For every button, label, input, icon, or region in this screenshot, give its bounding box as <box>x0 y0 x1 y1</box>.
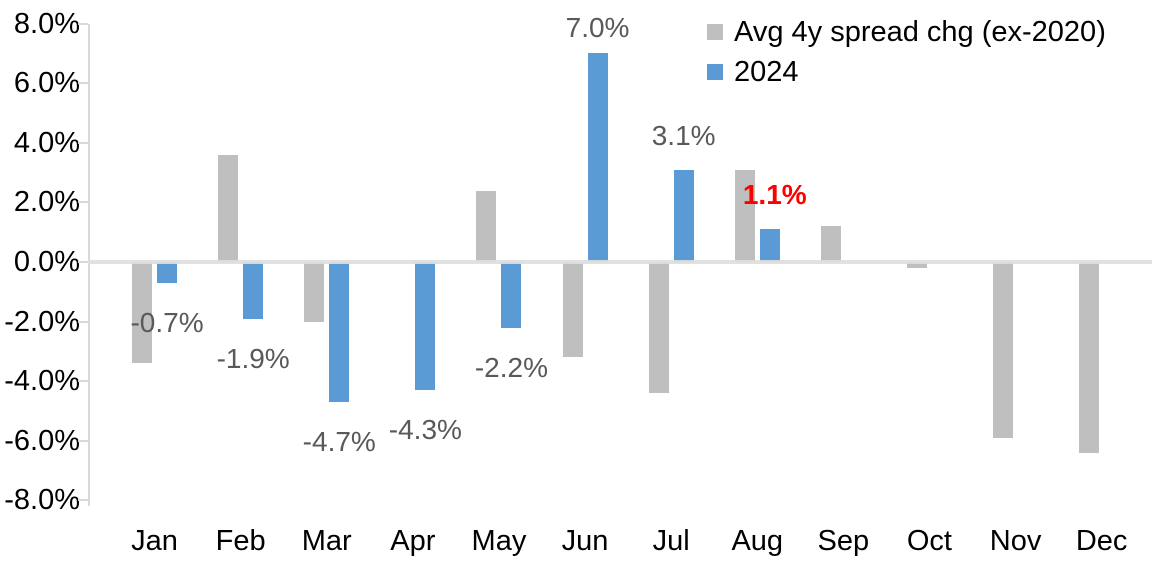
data-label-mar: -4.7% <box>302 426 376 457</box>
bar-avg-may <box>476 190 497 262</box>
bar-avg-feb <box>218 154 239 262</box>
data-label-aug: 1.1% <box>742 179 807 211</box>
x-axis-label-oct: Oct <box>906 525 952 557</box>
data-label-jun: 7.0% <box>565 12 630 43</box>
y-axis-tick-mark <box>78 439 88 442</box>
bar-avg-sep <box>820 226 841 262</box>
bar-avg-jan <box>132 262 153 364</box>
x-axis-label-nov: Nov <box>989 525 1042 557</box>
y-axis-tick-label: 8.0% <box>13 7 80 40</box>
bar-2024-may <box>501 262 522 328</box>
bar-2024-jan <box>157 262 178 283</box>
x-axis-label-apr: Apr <box>390 525 436 557</box>
bar-avg-dec <box>1079 262 1100 453</box>
legend-item-2024: 2024 <box>707 52 1106 92</box>
x-axis-label-jan: Jan <box>131 525 178 557</box>
bar-2024-jun <box>587 53 608 262</box>
bar-avg-jun <box>562 262 583 358</box>
x-axis-label-may: May <box>471 525 527 557</box>
x-axis-label-dec: Dec <box>1075 525 1128 557</box>
y-axis-tick-label: 4.0% <box>13 126 80 159</box>
data-label-jan: -0.7% <box>130 306 204 338</box>
y-axis-tick-mark <box>78 380 88 383</box>
bar-avg-mar <box>304 262 325 322</box>
y-axis-tick-label: 6.0% <box>13 67 80 100</box>
legend: Avg 4y spread chg (ex-2020) 2024 <box>707 12 1106 92</box>
y-axis-tick-label: 0.0% <box>13 246 80 278</box>
data-label-may: -2.2% <box>474 351 549 383</box>
bar-avg-aug <box>734 169 755 262</box>
y-axis-tick-mark <box>78 320 88 323</box>
bar-2024-mar <box>329 262 350 402</box>
x-axis-label-jun: Jun <box>561 525 609 557</box>
legend-swatch-2024-icon <box>707 64 723 80</box>
bar-avg-nov <box>993 262 1014 438</box>
y-axis-tick-mark <box>78 82 88 85</box>
bar-2024-feb <box>243 262 264 319</box>
data-label-jul: 3.1% <box>651 119 716 151</box>
data-label-apr: -4.3% <box>388 414 462 446</box>
y-axis-spine <box>88 23 90 507</box>
x-axis-label-jul: Jul <box>652 525 690 557</box>
y-axis-tick-label: -2.0% <box>4 305 80 338</box>
bar-2024-jul <box>673 169 694 262</box>
y-axis-tick-mark <box>78 22 88 25</box>
y-axis-tick-label: -8.0% <box>4 484 80 517</box>
y-axis-tick-label: 2.0% <box>13 186 80 219</box>
data-label-feb: -1.9% <box>216 342 290 374</box>
bar-2024-aug <box>759 229 780 262</box>
y-axis-tick-mark <box>78 141 88 144</box>
y-axis-tick-mark <box>78 201 88 204</box>
y-axis-tick-mark <box>78 499 88 502</box>
legend-swatch-avg-icon <box>707 24 723 40</box>
legend-item-avg: Avg 4y spread chg (ex-2020) <box>707 12 1106 52</box>
bar-avg-jul <box>648 262 669 394</box>
x-axis-label-sep: Sep <box>817 525 870 557</box>
bar-2024-apr <box>415 262 436 391</box>
y-axis-tick-mark <box>78 261 88 263</box>
y-axis-tick-label: -4.0% <box>4 365 80 398</box>
zero-gridline <box>88 260 1152 264</box>
x-axis-label-feb: Feb <box>215 525 266 557</box>
x-axis-label-aug: Aug <box>731 525 784 557</box>
bar-avg-oct <box>906 262 927 268</box>
x-axis-label-mar: Mar <box>301 525 352 557</box>
y-axis-tick-label: -6.0% <box>4 424 80 457</box>
legend-label-avg: Avg 4y spread chg (ex-2020) <box>734 15 1106 48</box>
legend-label-2024: 2024 <box>734 55 799 88</box>
